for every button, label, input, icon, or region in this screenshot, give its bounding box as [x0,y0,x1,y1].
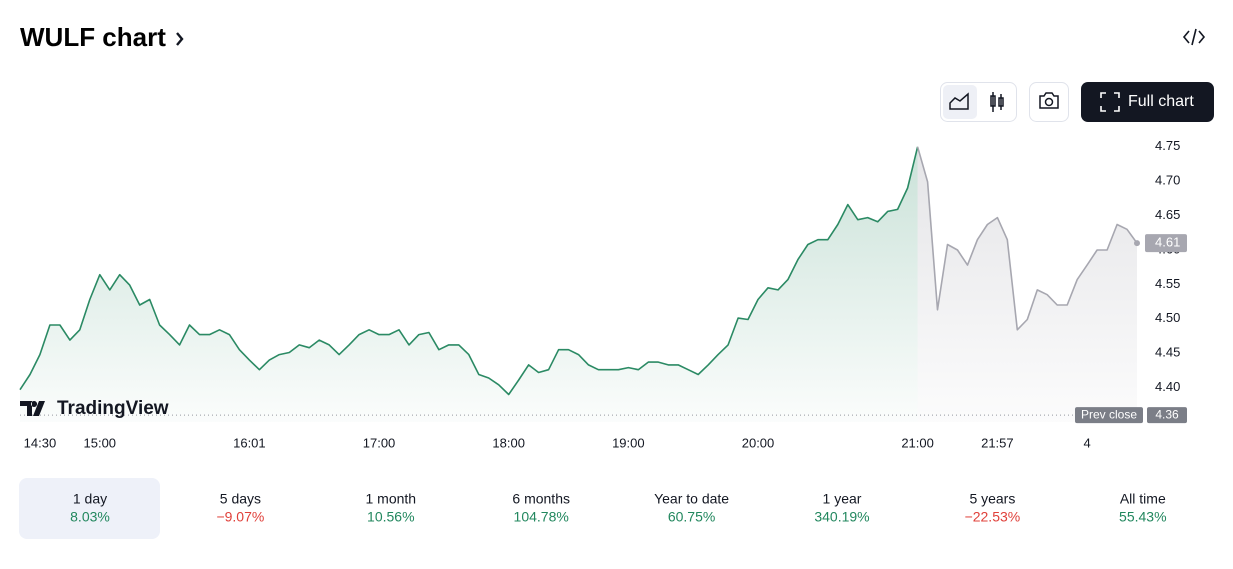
line-style-icon[interactable] [949,92,969,110]
x-tick-label: 17:00 [363,435,396,450]
x-tick-label: 21:57 [981,435,1014,450]
x-tick-label: 19:00 [612,435,645,450]
tab-label[interactable]: 6 months [512,491,570,507]
last-price-dot [1134,240,1140,247]
x-tick-label: 20:00 [742,435,775,450]
y-tick-label: 4.45 [1155,345,1180,360]
y-tick-label: 4.75 [1155,138,1180,153]
tab-change[interactable]: 104.78% [514,509,569,525]
tab-change[interactable]: 10.56% [367,509,414,525]
code-icon[interactable] [1182,28,1206,46]
x-tick-label: 4 [1084,435,1091,450]
tab-label[interactable]: All time [1120,491,1166,507]
tab-label[interactable]: 1 year [823,491,862,507]
candle-style-button[interactable] [990,92,1004,112]
y-tick-label: 4.65 [1155,207,1180,222]
price-line [916,146,1138,331]
tab-change[interactable]: −22.53% [965,509,1021,525]
y-tick-label: 4.55 [1155,276,1180,291]
fullscreen-icon[interactable] [1100,92,1120,112]
y-tick-label: 4.70 [1155,173,1180,188]
tradingview-logo [20,401,45,416]
tab-label[interactable]: Year to date [654,491,729,507]
tab-label[interactable]: 1 day [73,491,107,507]
tab-label[interactable]: 1 month [366,491,417,507]
snapshot-button[interactable] [1029,82,1069,122]
embed-button[interactable] [1182,28,1206,46]
header[interactable]: WULF chart [20,22,184,52]
tab-selected-bg [19,478,160,539]
tab-label[interactable]: 5 years [969,491,1015,507]
chevron-icon[interactable] [176,32,184,46]
x-tick-label: 16:01 [233,435,266,450]
tab-change[interactable]: 55.43% [1119,509,1166,525]
camera-icon[interactable] [1039,92,1059,109]
x-tick-label: 18:00 [492,435,525,450]
y-tick-label: 4.40 [1155,379,1180,394]
full-chart-button[interactable] [1081,82,1214,122]
area-fill [20,146,918,423]
prev-close-value: 4.36 [1155,407,1179,421]
prev-close-value-tag [1147,407,1187,424]
plot: 4.404.454.504.554.604.654.704.7514:3015:… [19,138,1187,450]
y-tick-label: 4.50 [1155,310,1180,325]
price-line [19,146,919,396]
tab-change[interactable]: 340.19% [814,509,869,525]
title[interactable]: WULF chart [20,22,166,52]
tab-label[interactable]: 5 days [220,491,261,507]
last-price-tag [1145,234,1187,253]
x-tick-label: 14:30 [24,435,57,450]
area-fill [917,146,1137,423]
last-price-label: 4.61 [1155,235,1180,250]
line-style-button[interactable] [943,85,977,119]
watermark-text: TradingView [57,398,169,419]
x-tick-label: 21:00 [901,435,934,450]
tab-change[interactable]: −9.07% [216,509,264,525]
x-tick-label: 15:00 [84,435,117,450]
prev-close-tag [1075,407,1143,424]
prev-close-label: Prev close [1081,407,1137,421]
full-chart-label[interactable]: Full chart [1128,93,1194,110]
tab-change[interactable]: 8.03% [70,509,110,525]
tab-change[interactable]: 60.75% [668,509,715,525]
watermark: TradingView [20,398,169,419]
period-tabs: 1 day 8.03% 5 days −9.07% 1 month 10.56% 6 mon… [19,478,1167,539]
